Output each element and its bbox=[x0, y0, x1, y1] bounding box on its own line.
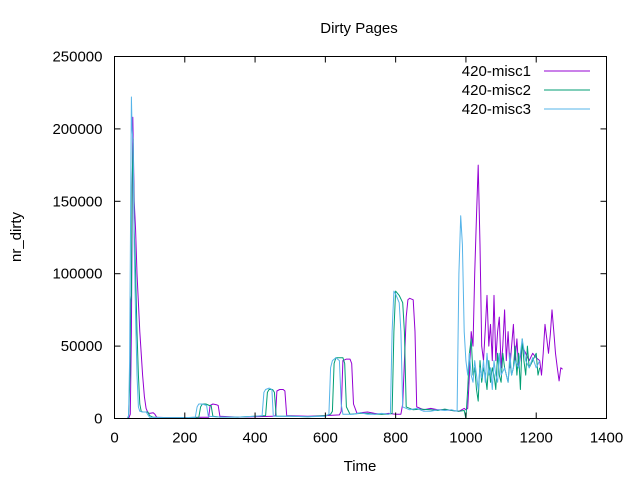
series-line-420-misc3 bbox=[126, 96, 541, 419]
y-axis-label: nr_dirty bbox=[8, 211, 25, 262]
legend-label: 420-misc2 bbox=[462, 82, 531, 99]
y-tick-label: 250000 bbox=[52, 49, 102, 66]
y-tick-label: 200000 bbox=[52, 121, 102, 138]
x-tick-label: 600 bbox=[313, 430, 338, 447]
legend-label: 420-misc1 bbox=[462, 63, 531, 80]
y-tick-label: 150000 bbox=[52, 193, 102, 210]
legend-label: 420-misc3 bbox=[462, 101, 531, 118]
x-tick-label: 1200 bbox=[520, 430, 553, 447]
x-tick-label: 400 bbox=[243, 430, 268, 447]
plot-frame bbox=[114, 56, 607, 419]
x-tick-label: 200 bbox=[172, 430, 197, 447]
series-layer bbox=[126, 96, 563, 419]
y-tick-label: 100000 bbox=[52, 266, 102, 283]
y-axis-ticks: 0 50000 100000 150000 200000 250000 bbox=[52, 49, 607, 428]
series-line-420-misc1 bbox=[128, 116, 563, 419]
y-tick-label: 0 bbox=[94, 411, 102, 428]
x-axis-label: Time bbox=[344, 458, 377, 475]
x-tick-label: 1000 bbox=[449, 430, 482, 447]
legend: 420-misc1 420-misc2 420-misc3 bbox=[462, 63, 590, 118]
y-tick-label: 50000 bbox=[61, 338, 103, 355]
x-tick-label: 800 bbox=[383, 430, 408, 447]
chart-title: Dirty Pages bbox=[320, 20, 398, 37]
x-tick-label: 0 bbox=[110, 430, 118, 447]
x-tick-label: 1400 bbox=[590, 430, 623, 447]
x-axis-ticks: 0 200 400 600 800 1000 1200 1400 bbox=[110, 56, 623, 447]
